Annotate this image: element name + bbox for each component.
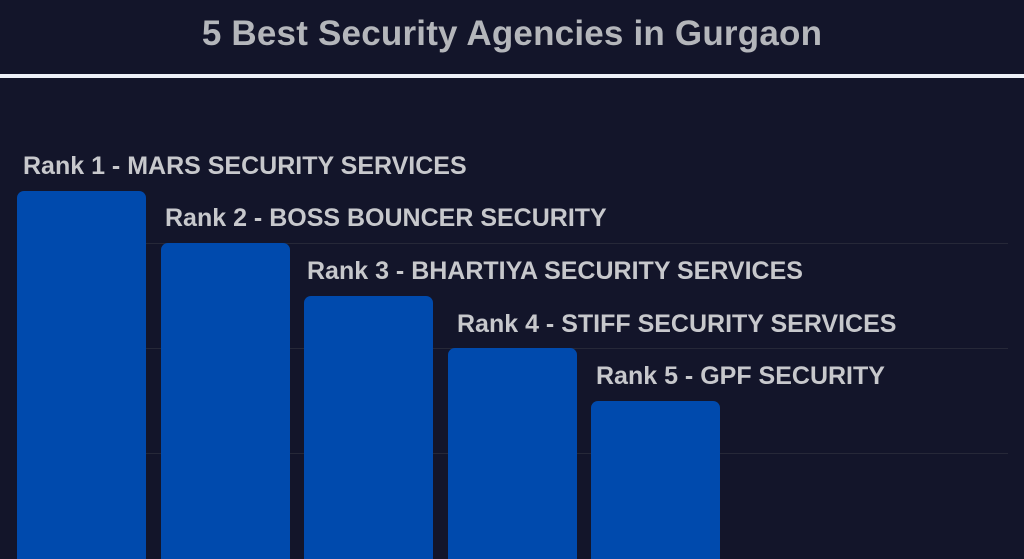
bar-rank-2 [161,243,290,559]
bar-rank-4 [448,348,577,559]
bar-rank-3 [304,296,433,559]
bar-label-rank-3: Rank 3 - BHARTIYA SECURITY SERVICES [307,257,803,285]
bar-rank-1 [17,191,146,559]
title-separator [0,74,1024,78]
bar-label-rank-1: Rank 1 - MARS SECURITY SERVICES [23,152,467,180]
bar-label-rank-2: Rank 2 - BOSS BOUNCER SECURITY [165,204,607,232]
chart-title: 5 Best Security Agencies in Gurgaon [201,14,823,53]
bar-rank-5 [591,401,720,559]
bar-label-rank-4: Rank 4 - STIFF SECURITY SERVICES [457,310,897,338]
gridline [146,348,1008,349]
gridline [146,243,1008,244]
gridline [146,453,1008,454]
bar-label-rank-5: Rank 5 - GPF SECURITY [596,362,885,390]
